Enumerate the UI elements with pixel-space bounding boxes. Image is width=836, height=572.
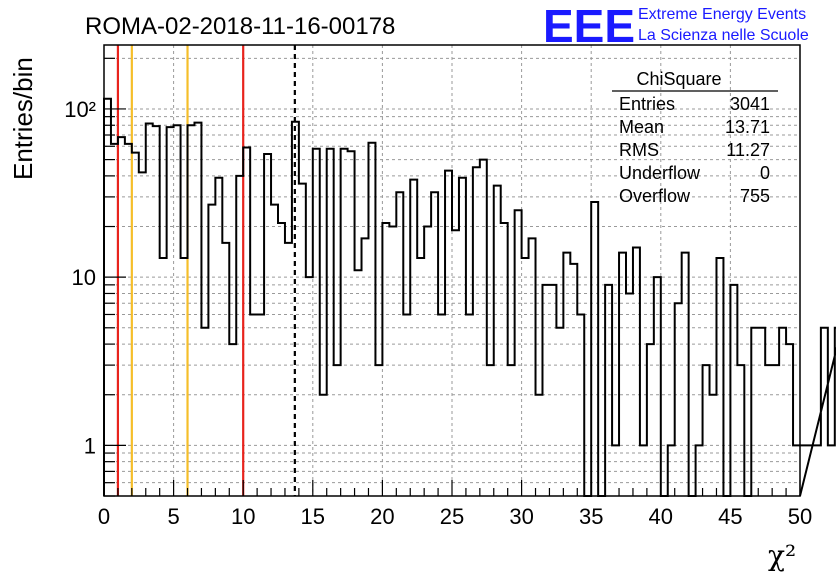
stats-value: 3041 (730, 94, 770, 114)
stats-value: 0 (760, 163, 770, 183)
stats-rows: Entries 3041 Mean 13.71 RMS 11.27 Underflow 0 Ov… (619, 94, 770, 206)
y-tick-label: 10 (72, 265, 96, 290)
histogram-series (103, 97, 836, 497)
x-tick-label: 25 (440, 504, 464, 529)
stats-label: RMS (619, 140, 659, 160)
x-tick-label: 50 (788, 504, 812, 529)
stats-name: ChiSquare (636, 69, 721, 89)
x-tick-label: 45 (718, 504, 742, 529)
stats-label: Underflow (619, 163, 701, 183)
stats-label: Overflow (619, 186, 691, 206)
x-tick-label: 35 (579, 504, 603, 529)
x-tick-label: 20 (370, 504, 394, 529)
y-tick-label: 10² (64, 97, 96, 122)
y-tick-label: 1 (84, 433, 96, 458)
y-tick-labels: 1 10 10² (64, 97, 96, 458)
x-tick-label: 10 (231, 504, 255, 529)
x-tick-label: 5 (167, 504, 179, 529)
x-tick-label: 0 (98, 504, 110, 529)
y-axis-label: Entries/bin (8, 57, 38, 180)
x-tick-label: 40 (649, 504, 673, 529)
eee-logo-text: EEE (543, 0, 635, 52)
x-axis-label: χ² (768, 539, 796, 572)
x-tick-labels: 0 5 10 15 20 25 30 35 40 45 50 (98, 504, 812, 529)
eee-logo-line1: Extreme Energy Events (638, 6, 806, 23)
stats-value: 13.71 (725, 117, 770, 137)
chart-title: ROMA-02-2018-11-16-00178 (85, 13, 395, 40)
stats-value: 11.27 (726, 140, 770, 160)
stats-value: 755 (740, 186, 770, 206)
eee-logo: EEE Extreme Energy Events La Scienza nel… (543, 0, 809, 52)
axis-ticks (103, 57, 801, 497)
x-tick-label: 30 (509, 504, 533, 529)
stats-box: ChiSquare Entries 3041 Mean 13.71 RMS 11.27 Un… (612, 69, 778, 206)
x-tick-label: 15 (301, 504, 325, 529)
stats-label: Entries (619, 94, 675, 114)
stats-label: Mean (619, 117, 664, 137)
eee-logo-line2: La Scienza nelle Scuole (638, 27, 809, 44)
threshold-lines (116, 45, 296, 496)
